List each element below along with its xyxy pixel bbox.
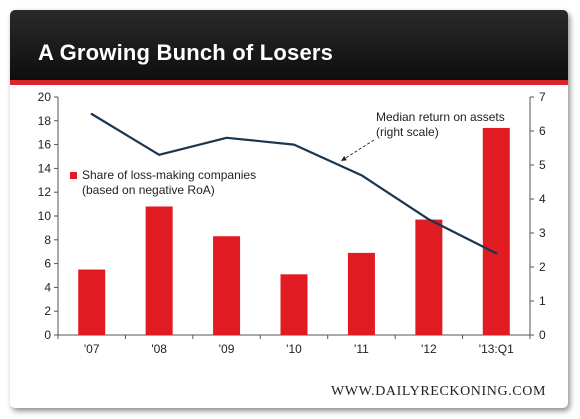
chart-labels: Share of loss-making companies(based on …: [70, 110, 505, 197]
chart-svg: 0246810121416182001234567'07'08'09'10'11…: [38, 90, 546, 356]
annotation: Median return on assets(right scale): [340, 110, 505, 162]
legend-label-line1: Share of loss-making companies: [82, 168, 256, 182]
x-tick-label: '11: [354, 342, 369, 356]
bar: [145, 206, 173, 335]
y-left-tick-label: 20: [38, 90, 52, 104]
bar: [482, 127, 510, 335]
y-left-tick-label: 6: [44, 257, 51, 271]
y-left-tick-label: 14: [38, 161, 52, 175]
x-tick-label: '13:Q1: [479, 342, 514, 356]
bar: [415, 219, 443, 335]
bar: [347, 252, 375, 335]
x-tick-label: '10: [286, 342, 302, 356]
header-accent-bar: [10, 80, 568, 85]
y-left-tick-label: 12: [38, 185, 52, 199]
y-right-tick-label: 4: [539, 192, 546, 206]
bar: [213, 236, 241, 335]
y-left-tick-label: 16: [38, 138, 52, 152]
annotation-line2: (right scale): [376, 125, 439, 139]
annotation-line1: Median return on assets: [376, 110, 505, 124]
y-left-tick-label: 10: [38, 209, 52, 223]
chart-axes: 0246810121416182001234567'07'08'09'10'11…: [38, 90, 546, 356]
chart-bars: [78, 127, 510, 335]
y-right-tick-label: 0: [539, 328, 546, 342]
legend: Share of loss-making companies(based on …: [70, 168, 256, 197]
y-left-tick-label: 4: [44, 280, 51, 294]
annotation-arrowhead: [341, 155, 347, 161]
y-left-tick-label: 8: [44, 233, 51, 247]
chart-header: A Growing Bunch of Losers: [10, 10, 568, 80]
y-right-tick-label: 6: [539, 124, 546, 138]
watermark: WWW.DAILYRECKONING.COM: [330, 384, 546, 399]
legend-label-line2: (based on negative RoA): [82, 183, 215, 197]
x-tick-label: '07: [84, 342, 100, 356]
chart-title: A Growing Bunch of Losers: [38, 40, 334, 65]
x-tick-label: '09: [219, 342, 235, 356]
y-right-tick-label: 2: [539, 260, 546, 274]
x-tick-label: '08: [151, 342, 167, 356]
y-left-tick-label: 18: [38, 114, 52, 128]
y-right-tick-label: 1: [539, 294, 546, 308]
annotation-leader: [340, 139, 375, 162]
x-tick-label: '12: [421, 342, 437, 356]
chart-line-series: [90, 112, 498, 255]
bar: [280, 274, 308, 335]
y-right-tick-label: 7: [539, 90, 546, 104]
y-right-tick-label: 5: [539, 158, 546, 172]
legend-swatch: [70, 172, 77, 179]
y-left-tick-label: 0: [44, 328, 51, 342]
bar: [78, 269, 106, 335]
chart-card: A Growing Bunch of Losers 0 2 4 6 8 10 12 14 16 1…: [10, 10, 568, 408]
y-left-tick-label: 2: [44, 304, 51, 318]
y-right-tick-label: 3: [539, 226, 546, 240]
